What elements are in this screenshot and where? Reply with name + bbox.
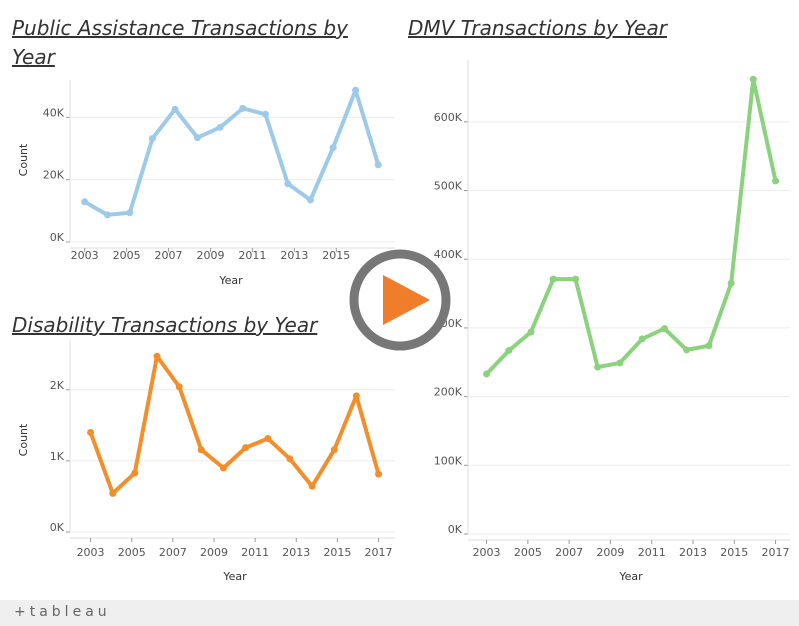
point	[375, 470, 383, 478]
line	[485, 77, 778, 376]
x-tick-label: 2015	[323, 546, 351, 559]
chart-title: DMV Transactions by Year	[408, 16, 667, 40]
point	[683, 346, 691, 354]
x-tick-label: 2005	[113, 249, 141, 262]
point	[749, 75, 757, 83]
point	[261, 110, 269, 118]
point	[284, 180, 292, 188]
x-tick-label: 2013	[280, 249, 308, 262]
x-tick-label: 2003	[473, 546, 501, 559]
chart-title: Public Assistance Transactions by Year	[12, 16, 348, 69]
y-tick-label: 0K	[50, 521, 65, 534]
line	[88, 354, 381, 496]
point	[527, 328, 535, 336]
point	[81, 198, 89, 206]
x-tick-label: 2009	[200, 546, 228, 559]
x-tick-label: 2011	[241, 546, 269, 559]
y-axis-label: Count	[17, 423, 30, 456]
point	[131, 469, 139, 477]
x-tick-label: 2005	[118, 546, 146, 559]
y-tick-label: 40K	[43, 106, 65, 119]
x-tick-label: 2011	[638, 546, 666, 559]
point	[572, 275, 580, 283]
y-tick-label: 0K	[50, 231, 65, 244]
play-icon[interactable]	[383, 275, 430, 325]
y-tick-label: 500K	[434, 180, 463, 193]
point	[549, 275, 557, 283]
y-tick-label: 2K	[50, 379, 65, 392]
x-tick-label: 2007	[155, 249, 183, 262]
x-tick-label: 2005	[514, 546, 542, 559]
point	[219, 464, 227, 472]
x-tick-label: 2015	[720, 546, 748, 559]
y-tick-label: 400K	[434, 248, 463, 261]
point	[772, 177, 780, 185]
point	[239, 104, 247, 112]
point	[705, 342, 713, 350]
x-tick-label: 2003	[77, 546, 105, 559]
point	[103, 211, 111, 219]
point	[193, 134, 201, 142]
point	[126, 209, 134, 217]
y-tick-label: 20K	[43, 169, 65, 182]
footer: +tableau	[0, 600, 799, 626]
point	[216, 123, 224, 131]
point	[352, 392, 360, 400]
x-tick-label: 2013	[282, 546, 310, 559]
x-tick-label: 2007	[159, 546, 187, 559]
y-tick-label: 200K	[434, 386, 463, 399]
point	[171, 105, 179, 113]
point	[308, 482, 316, 490]
point	[330, 446, 338, 454]
point	[661, 325, 669, 333]
point	[727, 279, 735, 287]
y-tick-label: 0K	[448, 523, 463, 536]
x-tick-label: 2007	[555, 546, 583, 559]
x-tick-label: 2011	[238, 249, 266, 262]
y-tick-label: 600K	[434, 111, 463, 124]
chart-title: Disability Transactions by Year	[12, 313, 318, 337]
x-axis-label: Year	[222, 570, 247, 583]
point	[352, 86, 360, 94]
y-tick-label: 1K	[50, 450, 65, 463]
point	[329, 144, 337, 152]
logo: +tableau	[14, 604, 111, 620]
point	[307, 196, 314, 204]
point	[638, 335, 646, 343]
x-tick-label: 2013	[679, 546, 707, 559]
line	[83, 88, 381, 217]
point	[153, 352, 161, 360]
y-axis-label: Count	[17, 143, 30, 176]
x-tick-label: 2015	[322, 249, 350, 262]
x-tick-label: 2017	[365, 546, 393, 559]
x-tick-label: 2003	[71, 249, 99, 262]
x-tick-label: 2017	[762, 546, 790, 559]
point	[505, 347, 513, 355]
point	[374, 161, 382, 169]
point	[286, 455, 294, 463]
x-tick-label: 2009	[596, 546, 624, 559]
point	[109, 489, 117, 497]
point	[175, 383, 183, 391]
point	[483, 370, 491, 378]
point	[616, 359, 624, 367]
y-tick-label: 100K	[434, 454, 463, 467]
point	[242, 444, 250, 452]
play-overlay	[349, 249, 451, 351]
point	[264, 435, 272, 443]
x-axis-label: Year	[618, 570, 643, 583]
point	[197, 446, 205, 454]
point	[148, 135, 156, 143]
x-axis-label: Year	[218, 274, 243, 287]
point	[594, 363, 602, 371]
x-tick-label: 2009	[196, 249, 224, 262]
point	[87, 428, 95, 436]
charts: 0K 20K 40K 2003 2005 2007 2009 2011 2013 2015 Year…	[17, 60, 790, 583]
